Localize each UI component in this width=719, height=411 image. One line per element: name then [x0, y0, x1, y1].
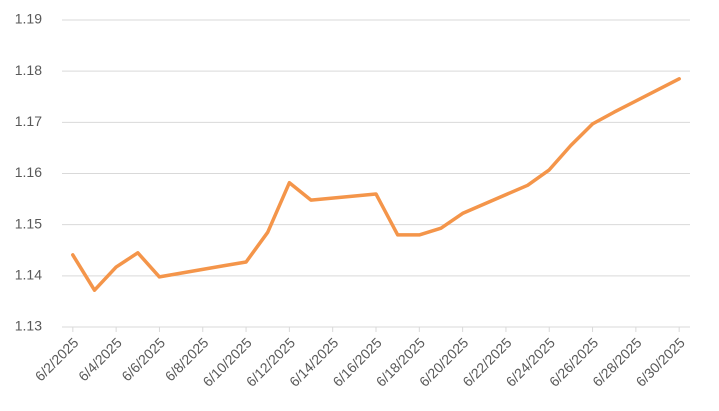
y-tick-label: 1.17: [15, 113, 42, 129]
x-tick-label: 6/6/2025: [118, 334, 168, 384]
y-tick-label: 1.15: [15, 215, 42, 231]
data-line: [71, 77, 681, 292]
y-tick-label: 1.18: [15, 62, 42, 78]
y-tick-label: 1.14: [15, 267, 42, 283]
x-tick-label: 6/4/2025: [75, 334, 125, 384]
y-tick-label: 1.13: [15, 318, 42, 334]
x-tick-label: 6/2/2025: [32, 334, 82, 384]
y-tick-label: 1.16: [15, 164, 42, 180]
y-tick-label: 1.19: [15, 11, 42, 27]
